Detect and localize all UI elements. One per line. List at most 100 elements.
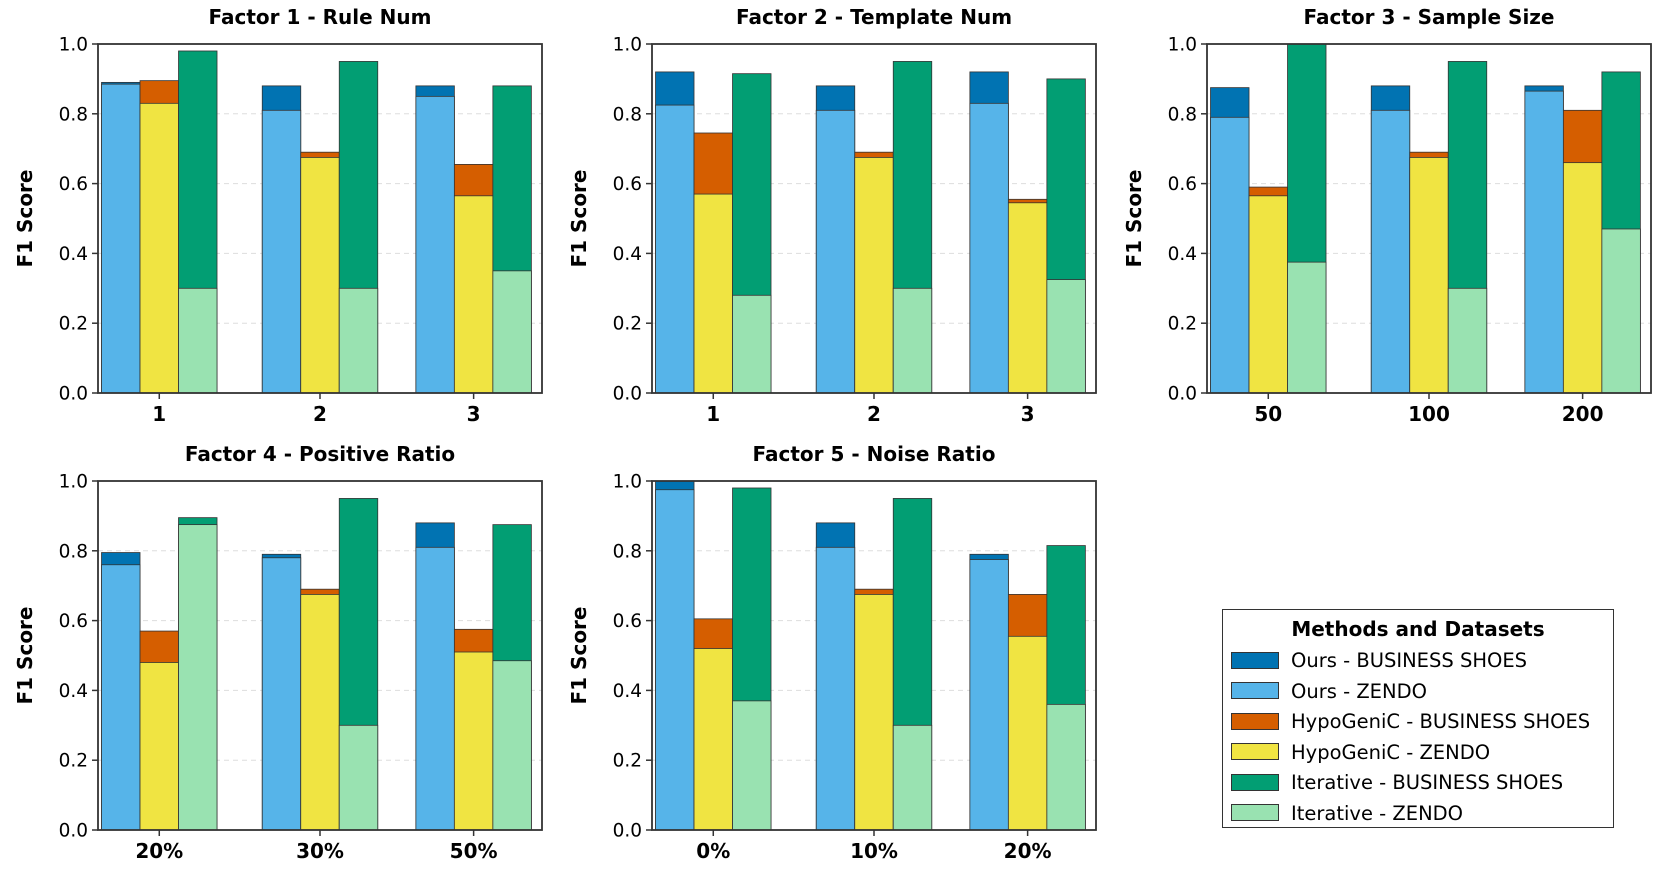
y-axis-label: F1 Score [567, 170, 591, 268]
y-tick-label: 0.0 [1168, 384, 1197, 405]
x-tick-label: 2 [867, 402, 881, 426]
bar-hypogenic-zendo [1409, 157, 1449, 394]
bar-hypogenic-zendo [453, 195, 494, 394]
bar-hypogenic-zendo [854, 157, 894, 394]
bar-ours-zendo [815, 546, 856, 831]
x-tick-label: 200 [1562, 402, 1604, 426]
bar-ours-zendo [415, 546, 455, 831]
chart-title: Factor 4 - Positive Ratio [185, 442, 455, 466]
y-tick-label: 0.6 [59, 174, 88, 195]
y-tick-label: 0.4 [613, 681, 642, 702]
chart-title: Factor 2 - Template Num [736, 5, 1012, 29]
bar-iterative-zendo [178, 287, 218, 394]
bar-hypogenic-zendo [139, 102, 179, 394]
legend: Methods and Datasets Ours - BUSINESS SHO… [1222, 609, 1614, 828]
x-tick-label: 50% [450, 839, 498, 863]
bar-iterative-zendo [1601, 228, 1641, 394]
bar-iterative-zendo [492, 270, 532, 394]
bar-iterative-zendo [1046, 279, 1086, 394]
x-tick-label: 3 [1021, 402, 1035, 426]
bar-ours-zendo [815, 109, 856, 394]
y-tick-label: 0.0 [59, 384, 88, 405]
x-tick-label: 20% [1004, 839, 1052, 863]
y-axis-label: F1 Score [13, 170, 37, 268]
chart-panel-2: Factor 2 - Template Num F1 Score 0.0 0.2 0.4… [567, 5, 1097, 426]
bar-iterative-zendo [492, 660, 532, 831]
legend-entry: Iterative - ZENDO [1231, 801, 1463, 827]
plot-frame [1206, 43, 1652, 394]
y-tick-label: 0.4 [59, 244, 88, 265]
y-tick-label: 0.0 [613, 384, 642, 405]
y-tick-label: 0.6 [613, 611, 642, 632]
y-tick-label: 0.8 [59, 104, 88, 125]
y-axis-label: F1 Score [1122, 170, 1146, 268]
x-tick-label: 20% [135, 839, 183, 863]
x-tick-label: 1 [706, 402, 720, 426]
bar-ours-zendo [1210, 116, 1250, 394]
bar-ours-zendo [969, 559, 1009, 831]
legend-swatch [1231, 712, 1279, 730]
legend-label: Iterative - ZENDO [1291, 801, 1464, 825]
bar-hypogenic-zendo [1007, 635, 1048, 831]
chart-panel-3: Factor 3 - Sample Size F1 Score 0.0 0.2 0.4 0… [1122, 5, 1652, 426]
chart-panel-1: Factor 1 - Rule Num F1 Score 0.0 0.2 0.4 0.6 0… [13, 5, 543, 426]
legend-label: Iterative - BUSINESS SHOES [1291, 771, 1564, 794]
plot-frame [97, 480, 543, 831]
plot-frame [97, 43, 543, 394]
plot-frame [651, 480, 1097, 831]
legend-label: Ours - BUSINESS SHOES [1291, 649, 1528, 672]
legend-swatch [1231, 651, 1279, 669]
bar-ours-zendo [101, 83, 141, 394]
bar-ours-zendo [415, 95, 455, 394]
bar-hypogenic-zendo [1007, 202, 1048, 394]
bar-hypogenic-zendo [854, 594, 894, 831]
legend-entry: Iterative - BUSINESS SHOES [1231, 770, 1563, 796]
bar-iterative-zendo [892, 287, 933, 394]
legend-label: HypoGeniC - BUSINESS SHOES [1291, 710, 1591, 733]
chart-title: Factor 3 - Sample Size [1303, 5, 1554, 29]
bar-ours-zendo [261, 557, 302, 831]
y-tick-label: 0.8 [1168, 104, 1197, 125]
bar-iterative-zendo [1046, 703, 1086, 831]
bar-iterative-zendo [732, 294, 772, 394]
legend-entry: HypoGeniC - BUSINESS SHOES [1231, 709, 1590, 735]
bar-ours-zendo [655, 489, 695, 831]
bar-hypogenic-zendo [693, 648, 733, 831]
x-tick-label: 2 [313, 402, 327, 426]
legend-label: Ours - ZENDO [1291, 679, 1427, 703]
y-tick-label: 0.6 [59, 611, 88, 632]
bar-iterative-zendo [1447, 287, 1488, 394]
y-tick-label: 0.0 [613, 821, 642, 842]
y-tick-label: 1.0 [59, 472, 88, 493]
bar-iterative-zendo [1287, 261, 1327, 394]
y-tick-label: 1.0 [1168, 35, 1197, 56]
x-tick-label: 3 [467, 402, 481, 426]
bar-hypogenic-zendo [1562, 162, 1603, 394]
y-tick-label: 0.8 [613, 541, 642, 562]
legend-entry: HypoGeniC - ZENDO [1231, 740, 1490, 766]
legend-title: Methods and Datasets [1291, 617, 1545, 641]
bar-hypogenic-zendo [139, 662, 179, 831]
x-tick-label: 0% [696, 839, 730, 863]
x-tick-label: 1 [152, 402, 166, 426]
chart-panel-5: Factor 5 - Noise Ratio F1 Score 0.0 0.2 0.4 0… [567, 442, 1097, 863]
legend-swatch [1231, 743, 1279, 760]
bar-ours-zendo [1370, 109, 1411, 394]
chart-title: Factor 5 - Noise Ratio [753, 442, 996, 466]
y-tick-label: 0.0 [59, 821, 88, 842]
bar-iterative-zendo [338, 724, 379, 831]
legend-label: HypoGeniC - ZENDO [1291, 740, 1491, 764]
bar-hypogenic-zendo [693, 193, 733, 394]
y-tick-label: 0.2 [613, 751, 642, 772]
x-tick-label: 50 [1254, 402, 1282, 426]
y-tick-label: 1.0 [613, 472, 642, 493]
y-tick-label: 0.8 [59, 541, 88, 562]
plot-frame [651, 43, 1097, 394]
bar-iterative-zendo [732, 700, 772, 831]
bar-ours-zendo [969, 102, 1009, 394]
y-tick-label: 0.8 [613, 104, 642, 125]
legend-swatch [1231, 682, 1279, 699]
y-tick-label: 0.2 [613, 314, 642, 335]
y-tick-label: 1.0 [613, 35, 642, 56]
